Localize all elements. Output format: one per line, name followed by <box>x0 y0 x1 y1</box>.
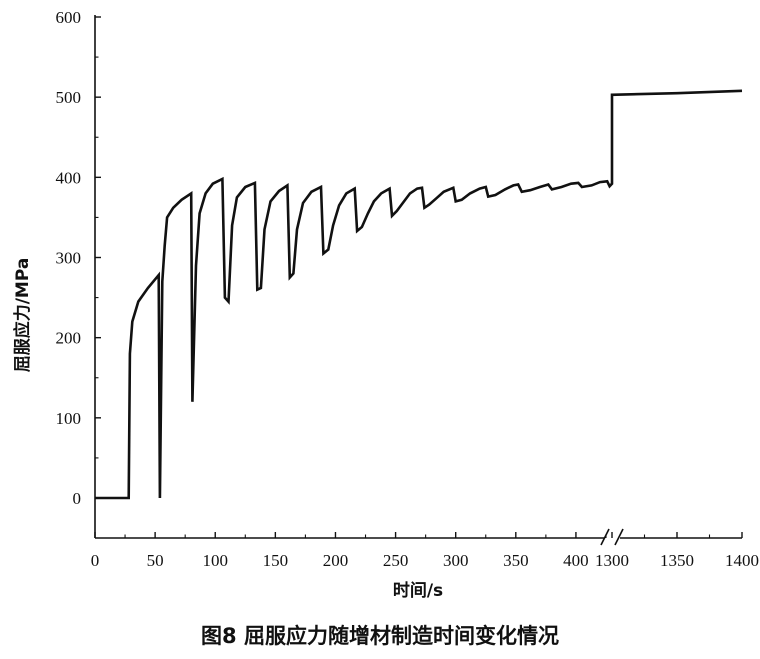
x-tick-label: 50 <box>147 551 164 570</box>
x-tick-label: 150 <box>263 551 289 570</box>
x-tick-label: 400 <box>563 551 589 570</box>
y-axis: 0 100 200 300 400 500 600 <box>56 8 101 538</box>
y-tick-label: 600 <box>56 8 82 27</box>
x-tick-label: 300 <box>443 551 469 570</box>
x-tick-label: 100 <box>202 551 228 570</box>
y-tick-label: 300 <box>56 249 82 268</box>
x-tick-label: 1300 <box>595 551 629 570</box>
y-tick-label: 0 <box>73 489 82 508</box>
y-tick-label: 500 <box>56 88 82 107</box>
y-tick-label: 200 <box>56 329 82 348</box>
y-axis-label: 屈服应力/MPa <box>12 258 33 373</box>
y-tick-label: 400 <box>56 168 82 187</box>
axis-break-slash <box>614 528 624 546</box>
y-tick-label: 100 <box>56 409 82 428</box>
x-tick-label: 200 <box>323 551 349 570</box>
x-axis: 0 50 100 150 200 250 300 350 400 1300 1350 1400 <box>91 532 759 570</box>
series-line <box>95 89 743 500</box>
axis-break-slash <box>600 528 610 546</box>
figure-caption: 图8 屈服应力随增材制造时间变化情况 <box>201 624 559 648</box>
axis-break-marker <box>600 528 624 546</box>
x-axis-label: 时间/s <box>393 580 443 601</box>
x-tick-label: 1400 <box>725 551 759 570</box>
x-tick-label: 1350 <box>660 551 694 570</box>
yield-stress-chart: 0 100 200 300 400 500 600 0 50 100 150 200 250 300 35… <box>12 8 759 601</box>
x-tick-label: 0 <box>91 551 100 570</box>
x-tick-label: 250 <box>383 551 409 570</box>
x-tick-label: 350 <box>503 551 529 570</box>
